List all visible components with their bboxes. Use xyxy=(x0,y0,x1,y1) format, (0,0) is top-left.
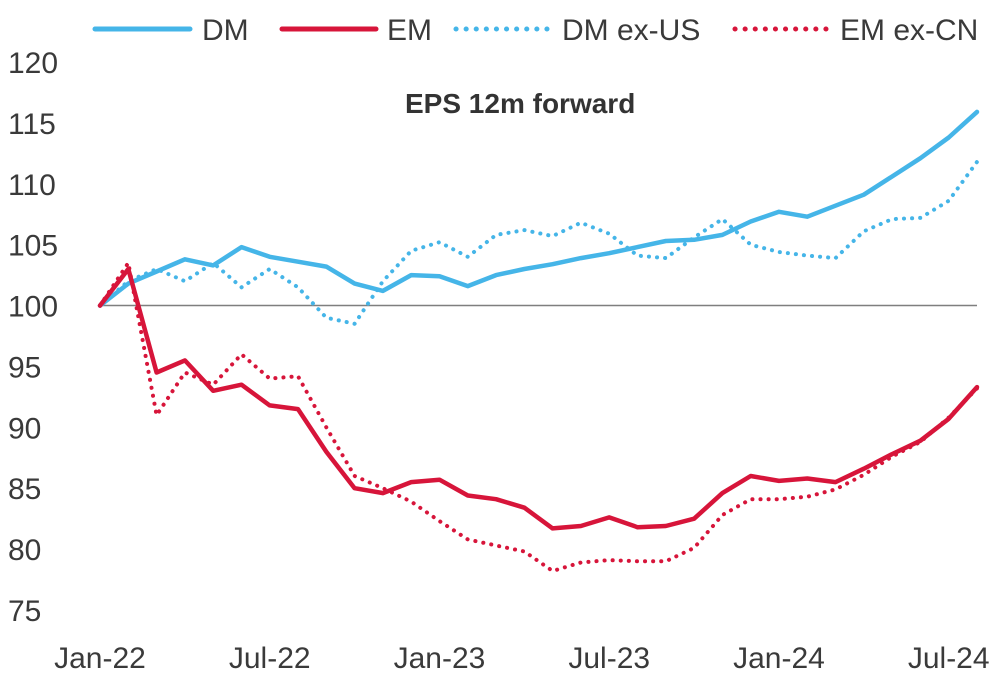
x-axis-ticks: Jan-22 Jul-22 Jan-23 Jul-23 Jan-24 Jul-24 xyxy=(54,642,989,675)
legend-label-dm-ex-us: DM ex-US xyxy=(562,14,700,47)
x-tick-label-jan-23: Jan-23 xyxy=(394,642,486,675)
y-tick-label-80: 80 xyxy=(8,534,41,567)
x-tick-label-jan-22: Jan-22 xyxy=(54,642,146,675)
x-tick-label-jul-24: Jul-24 xyxy=(908,642,990,675)
x-tick-label-jul-22: Jul-22 xyxy=(229,642,311,675)
y-tick-label-100: 100 xyxy=(8,291,58,324)
x-tick-label-jan-24: Jan-24 xyxy=(733,642,825,675)
series-line-dm-ex-us xyxy=(98,159,979,326)
series-line-em-ex-cn xyxy=(98,260,979,573)
legend-item-em-ex-cn: EM ex-CN xyxy=(732,14,978,47)
series-layer xyxy=(97,109,980,573)
legend-label-em-ex-cn: EM ex-CN xyxy=(840,14,978,47)
y-tick-label-110: 110 xyxy=(8,169,56,202)
legend-label-dm: DM xyxy=(202,14,249,47)
y-tick-label-95: 95 xyxy=(8,351,41,384)
y-axis-ticks: 75 80 85 90 95 100 105 110 115 120 xyxy=(8,47,58,628)
y-tick-label-105: 105 xyxy=(8,230,58,263)
legend-item-dm-ex-us: DM ex-US xyxy=(453,14,700,47)
series-line-em xyxy=(97,266,980,531)
y-tick-label-90: 90 xyxy=(8,412,41,445)
y-tick-label-115: 115 xyxy=(8,108,56,141)
legend: DM EM DM ex-US EM ex-CN xyxy=(92,14,978,47)
series-line-dm xyxy=(97,109,980,308)
y-tick-label-120: 120 xyxy=(8,47,58,80)
legend-label-em: EM xyxy=(387,14,432,47)
chart-title: EPS 12m forward xyxy=(405,88,635,119)
legend-item-em: EM xyxy=(279,14,432,47)
legend-item-dm: DM xyxy=(92,14,249,47)
x-tick-label-jul-23: Jul-23 xyxy=(568,642,650,675)
y-tick-label-85: 85 xyxy=(8,473,41,506)
y-tick-label-75: 75 xyxy=(8,595,41,628)
